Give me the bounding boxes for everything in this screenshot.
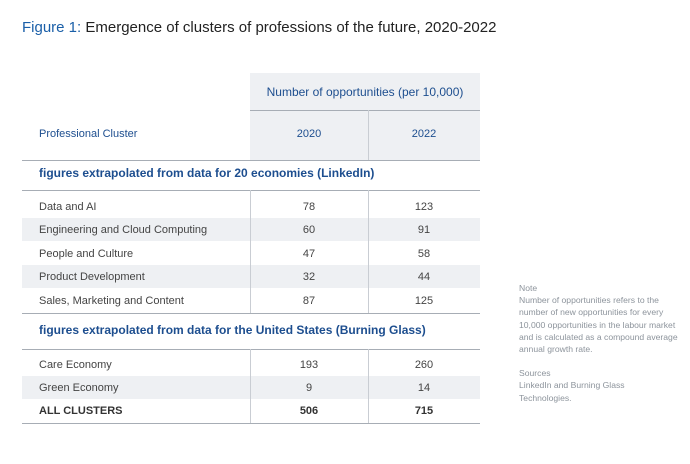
value-2020: 78 — [302, 200, 316, 213]
value-2020: 47 — [302, 247, 316, 260]
value-2022: 58 — [417, 247, 431, 260]
value-2020: 60 — [302, 223, 316, 236]
value-2020: 9 — [305, 381, 313, 394]
value-2022: 125 — [414, 294, 434, 307]
sources-text: LinkedIn and Burning Glass Technologies. — [519, 380, 625, 403]
figure-label: Figure 1: — [22, 19, 82, 36]
side-note: Note Number of opportunities refers to t… — [519, 282, 679, 404]
value-2020: 193 — [299, 358, 319, 371]
divider — [22, 190, 480, 191]
note-heading: Note — [519, 283, 538, 293]
value-2022: 260 — [414, 358, 434, 371]
table-header-background — [250, 73, 480, 160]
cluster-name: Care Economy — [39, 358, 112, 371]
column-header-2022: 2022 — [411, 128, 437, 140]
row-shade — [22, 218, 480, 241]
group-header: Number of opportunities (per 10,000) — [266, 84, 464, 99]
divider — [22, 423, 480, 424]
value-2022: 91 — [417, 223, 431, 236]
value-2022: 123 — [414, 200, 434, 213]
column-divider — [250, 190, 251, 313]
cluster-name: People and Culture — [39, 247, 134, 260]
total-label: ALL CLUSTERS — [39, 404, 123, 417]
cluster-name: Engineering and Cloud Computing — [39, 223, 208, 236]
cluster-name: Sales, Marketing and Content — [39, 294, 184, 307]
divider — [22, 160, 480, 161]
figure-title-text: Emergence of clusters of professions of … — [85, 19, 497, 36]
total-2022: 715 — [414, 404, 434, 417]
column-divider — [368, 349, 369, 424]
cluster-name: Data and AI — [39, 200, 97, 213]
column-divider — [250, 349, 251, 424]
value-2020: 32 — [302, 270, 316, 283]
row-shade — [22, 265, 480, 288]
value-2020: 87 — [302, 294, 316, 307]
value-2022: 14 — [417, 381, 431, 394]
divider — [22, 313, 480, 314]
column-divider — [368, 190, 369, 313]
figure-title: Figure 1: Emergence of clusters of profe… — [22, 19, 496, 36]
column-divider — [368, 110, 369, 160]
value-2022: 44 — [417, 270, 431, 283]
cluster-name: Green Economy — [39, 381, 119, 394]
row-shade — [22, 376, 480, 399]
divider — [22, 349, 480, 350]
divider — [250, 110, 480, 111]
section-title: figures extrapolated from data for 20 ec… — [39, 166, 375, 180]
note-text: Number of opportunities refers to the nu… — [519, 295, 678, 355]
section-title: figures extrapolated from data for the U… — [39, 323, 426, 337]
sources-heading: Sources — [519, 368, 551, 379]
column-header-cluster: Professional Cluster — [39, 128, 138, 140]
column-header-2020: 2020 — [296, 128, 322, 140]
cluster-name: Product Development — [39, 270, 145, 283]
total-2020: 506 — [299, 404, 319, 417]
